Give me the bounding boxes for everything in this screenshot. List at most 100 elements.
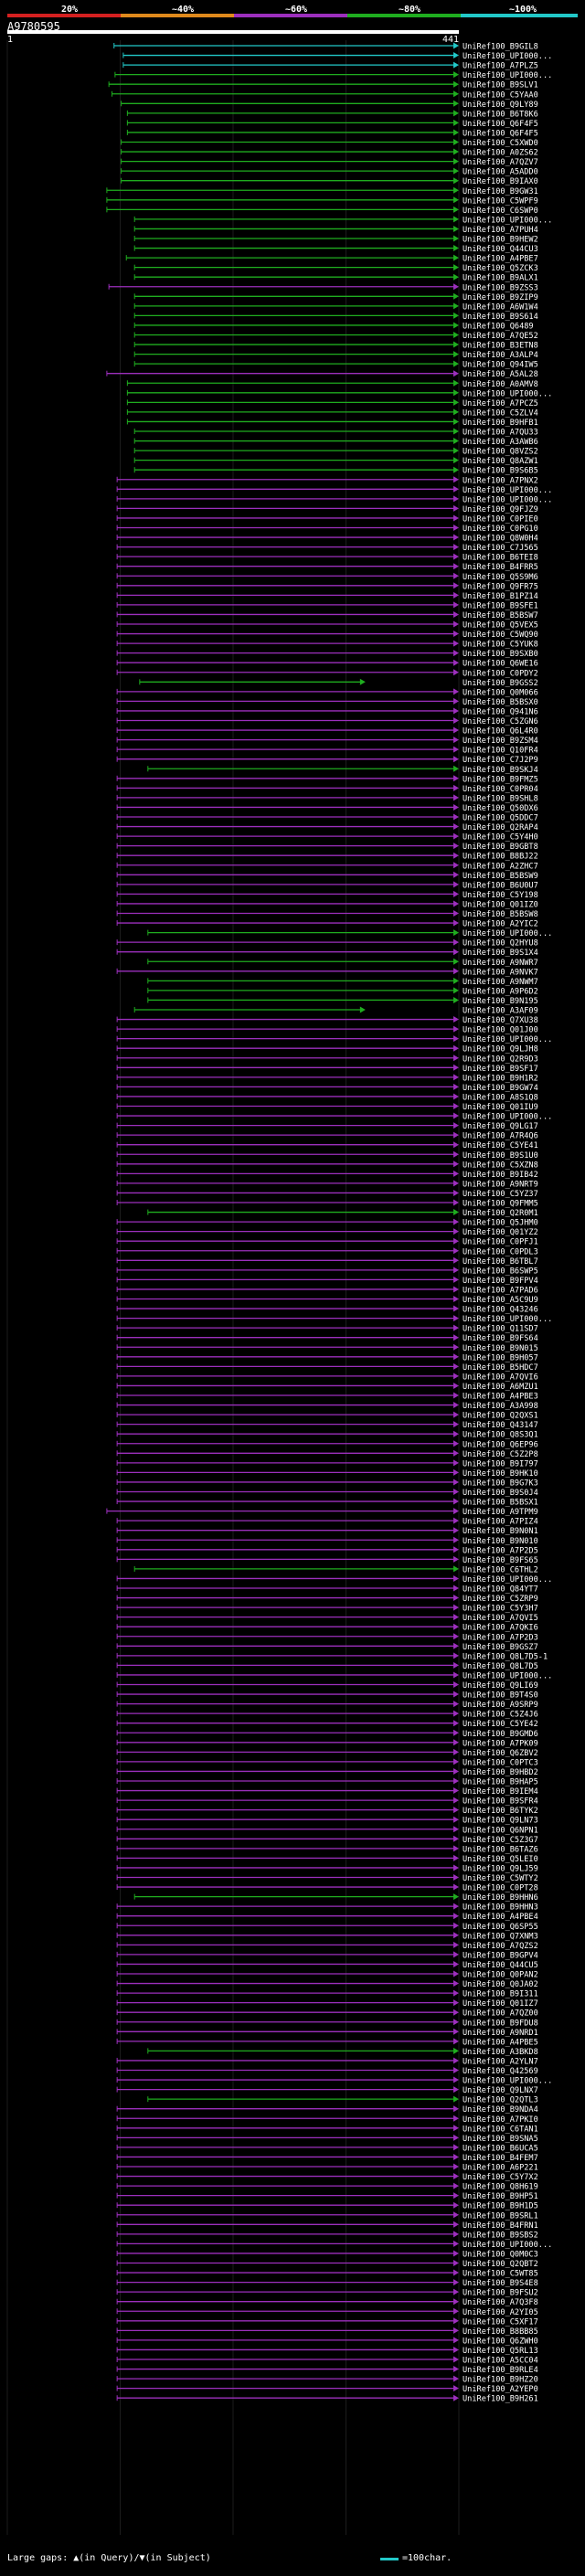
hit-row: UniRef100_C5Y7X2 <box>116 2173 538 2182</box>
hit-label: UniRef100_B4FRR5 <box>463 563 538 572</box>
hit-arrow <box>453 688 459 695</box>
hit-row: UniRef100_UPI000... <box>116 485 552 495</box>
hit-arrow <box>453 1652 459 1659</box>
hit-row: UniRef100_C7J2P9 <box>116 756 538 765</box>
hit-label: UniRef100_A4PBE4 <box>463 1913 538 1922</box>
hit-arrow <box>453 707 459 715</box>
hit-row: UniRef100_B5BSW8 <box>116 910 538 919</box>
scale-label-80: ~80% <box>398 5 421 15</box>
hit-label: UniRef100_B1PZ14 <box>463 592 538 601</box>
hit-label: UniRef100_A4PBE5 <box>463 2038 538 2047</box>
hit-label: UniRef100_C5XWD0 <box>463 139 538 148</box>
hit-row: UniRef100_C5Z4J6 <box>116 1710 538 1720</box>
hit-label: UniRef100_Q5JHM0 <box>463 1219 538 1228</box>
hit-arrow <box>453 1883 459 1891</box>
hit-label: UniRef100_B9FS64 <box>463 1334 538 1343</box>
hit-label: UniRef100_A6MZU1 <box>463 1383 538 1392</box>
hit-arrow <box>453 2375 459 2382</box>
hit-arrow <box>453 61 459 69</box>
hit-label: UniRef100_B9FSU2 <box>463 2289 538 2298</box>
hit-row: UniRef100_B9SHL8 <box>116 794 538 803</box>
hit-row: UniRef100_C5WPF9 <box>106 196 538 206</box>
hit-label: UniRef100_UPI000... <box>463 1671 552 1680</box>
hit-row: UniRef100_B9FS64 <box>116 1334 538 1343</box>
hit-label: UniRef100_B9HEW2 <box>463 236 538 245</box>
hit-row: UniRef100_Q5DDC7 <box>116 813 538 823</box>
hit-label: UniRef100_C0PFJ1 <box>463 1238 538 1247</box>
hit-label: UniRef100_B9GIL8 <box>463 43 538 52</box>
hit-label: UniRef100_UPI000... <box>463 52 552 61</box>
hit-label: UniRef100_B9H1R2 <box>463 1074 538 1083</box>
hit-label: UniRef100_Q9LG17 <box>463 1122 538 1131</box>
hit-row: UniRef100_B9S1X4 <box>116 949 538 958</box>
hit-row: UniRef100_Q43147 <box>116 1421 538 1430</box>
hit-row: UniRef100_UPI000... <box>116 1315 552 1324</box>
hit-arrow <box>453 631 459 638</box>
hit-label: UniRef100_B6TYK2 <box>463 1807 538 1816</box>
hit-arrow <box>453 90 459 98</box>
hit-row: UniRef100_B9HHN6 <box>133 1893 538 1903</box>
hit-arrow <box>453 890 459 897</box>
hit-arrow <box>453 640 459 647</box>
hit-label: UniRef100_B5BSX1 <box>463 1499 538 1508</box>
hit-arrow <box>453 476 459 483</box>
hit-arrow <box>453 650 459 657</box>
hit-label: UniRef100_A9P6D2 <box>463 987 538 996</box>
hit-label: UniRef100_B9H1D5 <box>463 2202 538 2211</box>
hit-arrow <box>453 1247 459 1255</box>
hit-label: UniRef100_B9I311 <box>463 1990 538 1999</box>
hit-row: UniRef100_B9GBT8 <box>116 843 538 852</box>
hit-arrow <box>453 1835 459 1842</box>
hit-arrow <box>453 1112 459 1119</box>
hit-row: UniRef100_Q01YZ2 <box>116 1228 538 1237</box>
hit-label: UniRef100_Q11SD7 <box>463 1325 538 1334</box>
hit-label: UniRef100_A7PNX2 <box>463 476 538 485</box>
hit-arrow <box>453 968 459 975</box>
hit-arrow <box>453 1286 459 1293</box>
hit-label: UniRef100_C5YE42 <box>463 1720 538 1729</box>
hit-row: UniRef100_A9NWR7 <box>147 958 538 968</box>
hit-row: UniRef100_A7QE52 <box>133 332 538 341</box>
hit-row: UniRef100_Q9LI69 <box>116 1681 538 1691</box>
hit-row: UniRef100_C0PG10 <box>116 525 538 534</box>
hit-row: UniRef100_C5YE42 <box>116 1720 538 1729</box>
hit-label: UniRef100_C5YAA0 <box>463 90 538 100</box>
hit-row: UniRef100_Q0JA02 <box>116 1980 538 1989</box>
hit-row: UniRef100_C5XZN8 <box>116 1161 538 1170</box>
hit-arrow <box>453 2086 459 2094</box>
hit-label: UniRef100_Q5VEX5 <box>463 621 538 631</box>
hit-arrow <box>453 1237 459 1245</box>
hit-arrow <box>453 938 459 946</box>
hit-arrow <box>453 1093 459 1100</box>
hit-label: UniRef100_A2YLN7 <box>463 2057 538 2066</box>
hit-label: UniRef100_Q6489 <box>463 322 534 331</box>
hit-label: UniRef100_B6TAZ6 <box>463 1845 538 1854</box>
hit-arrow <box>453 1739 459 1746</box>
hit-row: UniRef100_C5XWD0 <box>121 139 538 148</box>
hit-label: UniRef100_Q10FR4 <box>463 747 538 756</box>
scale-label-100: ~100% <box>508 5 537 15</box>
hit-label: UniRef100_B9SKJ4 <box>463 766 538 775</box>
hit-label: UniRef100_A2ZHC7 <box>463 862 538 871</box>
hit-arrow <box>453 717 459 724</box>
hit-row: UniRef100_B9SF17 <box>116 1064 538 1074</box>
hit-arrow <box>453 601 459 609</box>
hit-label: UniRef100_A7QZ00 <box>463 2009 538 2019</box>
hit-row: UniRef100_UPI000... <box>116 1574 552 1585</box>
hit-row: UniRef100_B9SFE1 <box>116 601 538 610</box>
hit-row: UniRef100_A6P221 <box>116 2163 538 2173</box>
hit-row: UniRef100_UPI000... <box>116 2076 552 2086</box>
hit-label: UniRef100_A3AF09 <box>463 1007 538 1016</box>
hit-label: UniRef100_B9HHN3 <box>463 1903 538 1913</box>
hit-label: UniRef100_A9NVK7 <box>463 968 538 977</box>
hit-row: UniRef100_Q2QTL3 <box>147 2095 538 2105</box>
hit-label: UniRef100_Q44CU3 <box>463 245 538 254</box>
hit-label: UniRef100_B9SFE1 <box>463 601 538 610</box>
hit-row: UniRef100_A7PAD6 <box>116 1286 538 1295</box>
hit-label: UniRef100_Q941N6 <box>463 707 538 716</box>
hit-label: UniRef100_Q9LN73 <box>463 1817 538 1826</box>
hit-label: UniRef100_Q9LJ59 <box>463 1864 538 1873</box>
hit-label: UniRef100_C5WQ90 <box>463 631 538 640</box>
hit-arrow <box>453 1826 459 1833</box>
hit-label: UniRef100_B5BSW8 <box>463 910 538 919</box>
